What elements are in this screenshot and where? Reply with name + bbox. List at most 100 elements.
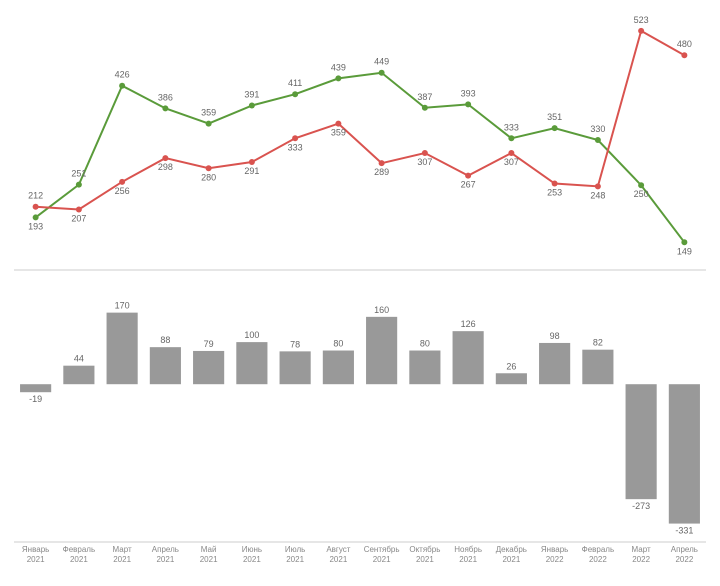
x-axis-label: Январь2021 (22, 545, 49, 564)
bar-value-label: 80 (333, 339, 343, 349)
line-value-label: 298 (158, 162, 173, 172)
marker-red-series (292, 135, 298, 141)
line-green-series (36, 73, 685, 243)
x-axis-label: Сентябрь2021 (364, 545, 400, 564)
line-value-label: 248 (590, 190, 605, 200)
bar-value-label: 160 (374, 305, 389, 315)
bar (366, 317, 397, 384)
bar (280, 351, 311, 384)
bar (20, 384, 51, 392)
marker-red-series (162, 155, 168, 161)
x-axis-label: Март2021 (113, 545, 132, 564)
bar-value-label: -19 (29, 394, 42, 404)
marker-red-series (33, 204, 39, 210)
marker-green-series (249, 103, 255, 109)
line-value-label: 391 (244, 90, 259, 100)
line-value-label: 480 (677, 39, 692, 49)
bar-value-label: 100 (244, 330, 259, 340)
bar (193, 351, 224, 384)
marker-red-series (335, 121, 341, 127)
marker-green-series (33, 214, 39, 220)
line-value-label: 250 (634, 189, 649, 199)
line-value-label: 333 (288, 142, 303, 152)
bar-value-label: 44 (74, 354, 84, 364)
x-axis-label: Март2022 (632, 545, 651, 564)
marker-green-series (292, 91, 298, 97)
line-value-label: 351 (547, 112, 562, 122)
marker-green-series (638, 182, 644, 188)
line-value-label: 207 (71, 214, 86, 224)
marker-green-series (76, 182, 82, 188)
bar-value-label: 98 (550, 331, 560, 341)
marker-red-series (552, 181, 558, 187)
marker-red-series (249, 159, 255, 165)
line-value-label: 149 (677, 246, 692, 256)
x-axis-label: Июль2021 (285, 545, 305, 564)
bar (63, 366, 94, 385)
bar-value-label: -273 (632, 501, 650, 511)
marker-green-series (206, 121, 212, 127)
x-axis-label: Декабрь2021 (496, 545, 527, 564)
marker-green-series (119, 83, 125, 89)
bar (669, 384, 700, 523)
bar (107, 313, 138, 385)
marker-green-series (508, 135, 514, 141)
chart-container: 193 251 426 386 359 391 411 439 449 387 393 333 351 3… (0, 0, 720, 586)
bar (539, 343, 570, 384)
bar (626, 384, 657, 499)
line-red-series (36, 31, 685, 210)
line-value-label: 333 (504, 122, 519, 132)
marker-green-series (379, 70, 385, 76)
marker-red-series (595, 183, 601, 189)
bar (582, 350, 613, 385)
bar-value-label: 79 (204, 339, 214, 349)
line-value-label: 449 (374, 57, 389, 67)
bar-value-label: 170 (115, 301, 130, 311)
x-axis-label: Октябрь2021 (409, 545, 440, 564)
bar-value-label: 126 (461, 319, 476, 329)
bar-value-label: 26 (506, 361, 516, 371)
line-value-label: 359 (201, 108, 216, 118)
bar-value-label: 78 (290, 339, 300, 349)
line-value-label: 426 (115, 70, 130, 80)
marker-green-series (422, 105, 428, 111)
line-value-label: 256 (115, 186, 130, 196)
bar (496, 373, 527, 384)
line-value-label: 280 (201, 172, 216, 182)
marker-red-series (76, 207, 82, 213)
bar (323, 351, 354, 385)
marker-red-series (638, 28, 644, 34)
marker-red-series (422, 150, 428, 156)
marker-red-series (508, 150, 514, 156)
line-value-label: 386 (158, 92, 173, 102)
bar (453, 331, 484, 384)
line-value-label: 359 (331, 128, 346, 138)
marker-red-series (379, 160, 385, 166)
marker-green-series (552, 125, 558, 131)
line-value-label: 193 (28, 221, 43, 231)
line-value-label: 387 (417, 92, 432, 102)
marker-green-series (681, 239, 687, 245)
x-axis-label: Апрель2021 (152, 545, 179, 564)
marker-green-series (465, 101, 471, 107)
line-value-label: 251 (71, 169, 86, 179)
line-value-label: 439 (331, 62, 346, 72)
line-value-label: 523 (634, 15, 649, 25)
line-value-label: 330 (590, 124, 605, 134)
x-axis-label: Июнь2021 (242, 545, 262, 564)
line-value-label: 411 (288, 78, 302, 88)
x-axis-label: Январь2022 (541, 545, 568, 564)
line-value-label: 267 (461, 180, 476, 190)
x-axis-label: Апрель2022 (671, 545, 698, 564)
bar-value-label: 80 (420, 339, 430, 349)
x-axis-label: Февраль2021 (63, 545, 96, 564)
x-axis-label: Август2021 (326, 545, 350, 564)
line-value-label: 393 (461, 88, 476, 98)
marker-red-series (206, 165, 212, 171)
line-value-label: 307 (417, 157, 432, 167)
bar-value-label: -331 (675, 526, 693, 536)
marker-green-series (162, 105, 168, 111)
marker-green-series (595, 137, 601, 143)
marker-red-series (119, 179, 125, 185)
bar (150, 347, 181, 384)
